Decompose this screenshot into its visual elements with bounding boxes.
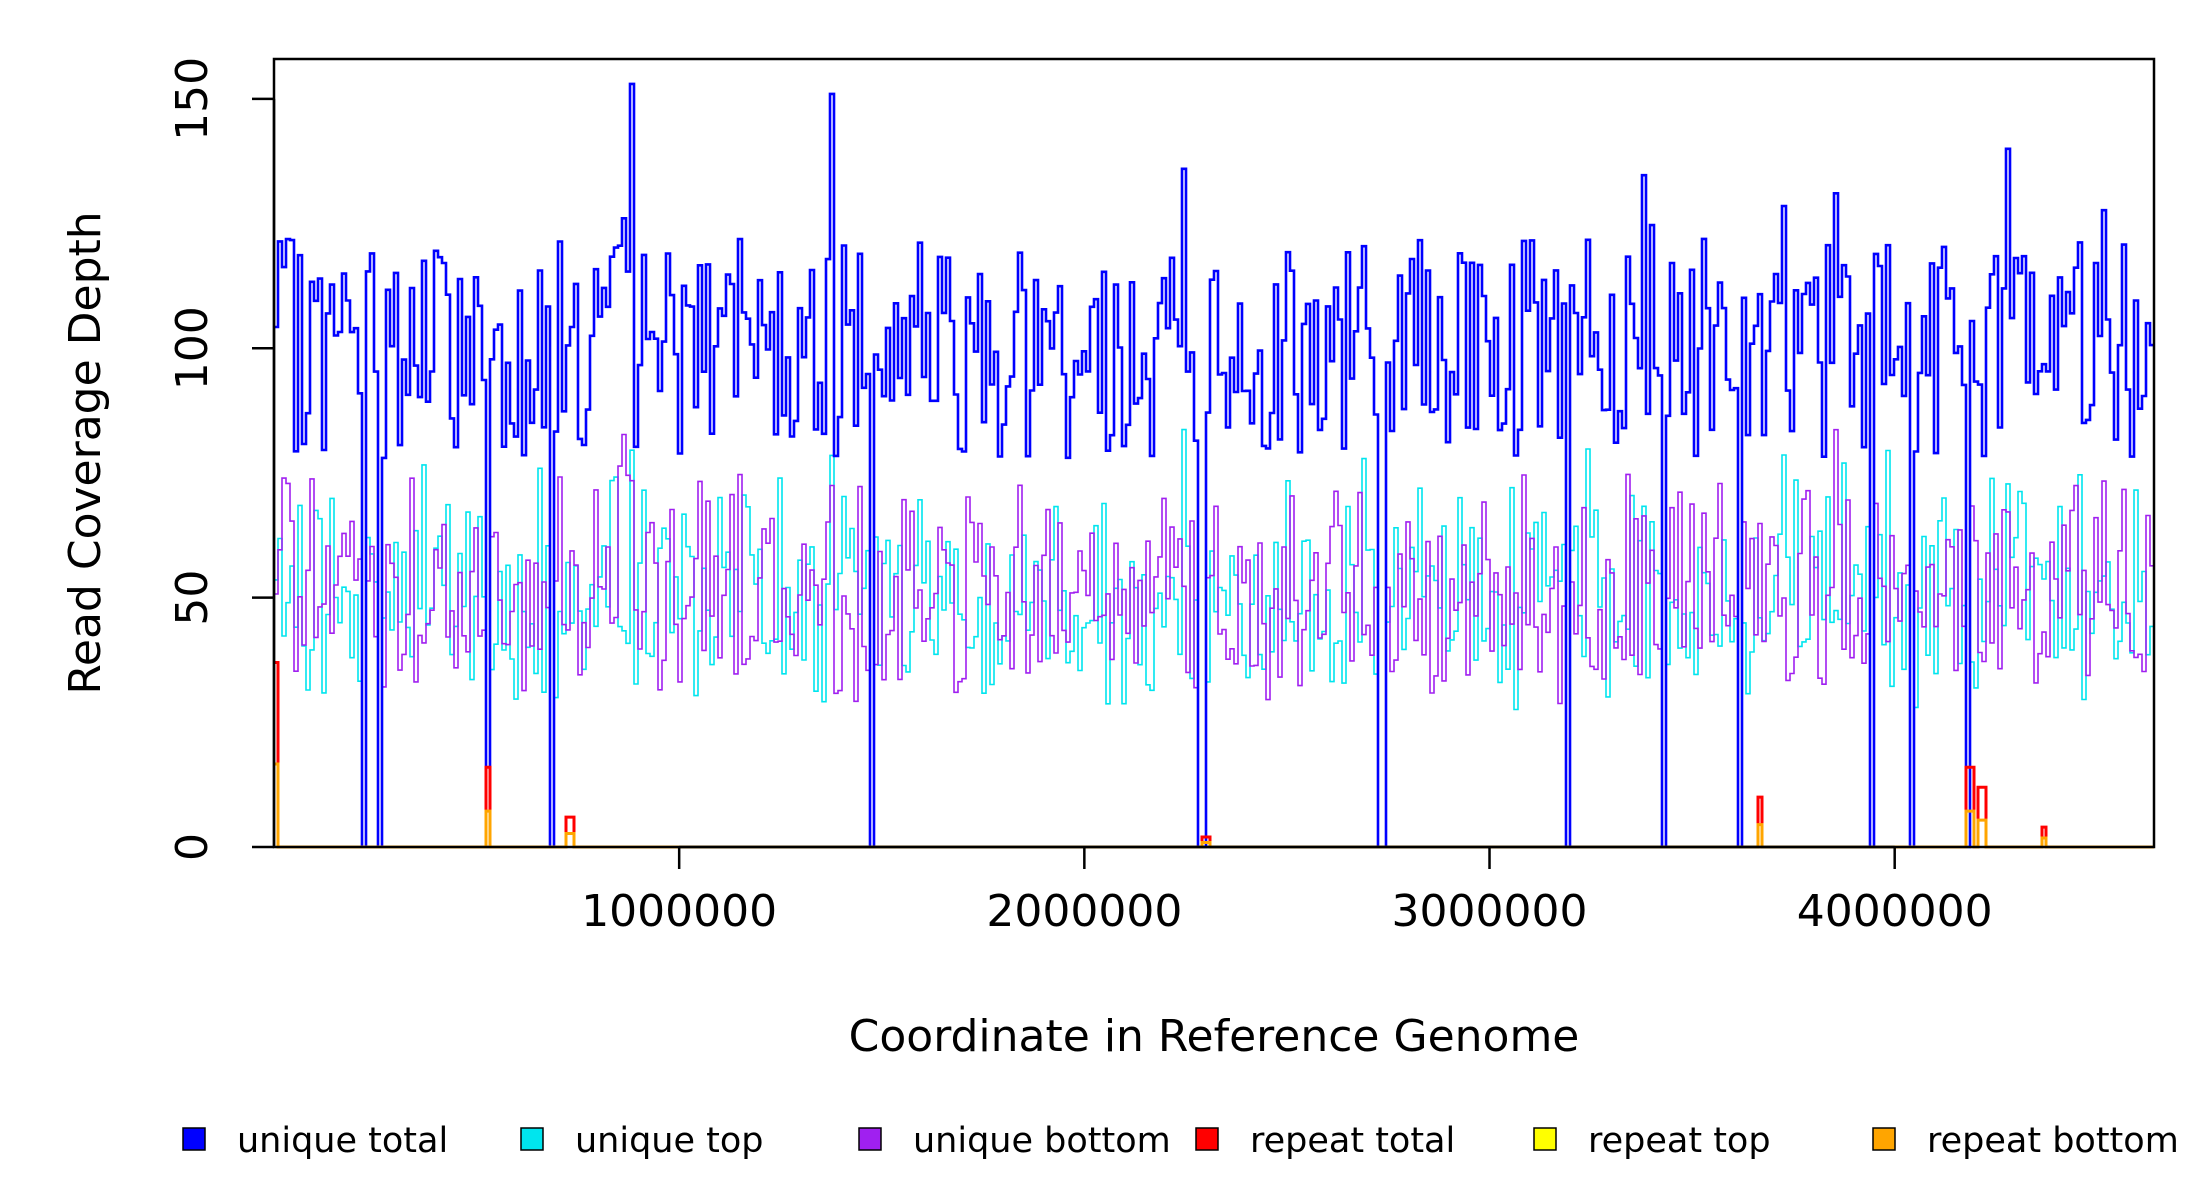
- x-tick-label: 3000000: [1392, 886, 1588, 937]
- legend-swatch-unique-total: [182, 1127, 206, 1151]
- legend-label-repeat-total: repeat total: [1250, 1121, 1455, 1161]
- x-axis-title: Coordinate in Reference Genome: [849, 1011, 1580, 1062]
- legend-swatch-unique-bottom: [858, 1127, 882, 1151]
- x-tick-label: 4000000: [1797, 886, 1993, 937]
- legend-swatch-repeat-bottom: [1872, 1127, 1896, 1151]
- y-axis-title: Read Coverage Depth: [60, 211, 111, 694]
- legend-swatch-unique-top: [520, 1127, 544, 1151]
- y-tick-label: 0: [167, 833, 218, 861]
- series-line-unique-total: [274, 82, 2154, 849]
- axes-layer: 1000000 2000000 3000000 4000000 0 50 100 150: [167, 57, 1993, 937]
- series-line-unique-bottom: [274, 428, 2154, 848]
- legend: unique total unique top unique bottom repea…: [182, 1121, 2179, 1161]
- y-tick-label: 50: [167, 570, 218, 626]
- x-tick-label: 1000000: [581, 886, 777, 937]
- y-tick-label: 100: [167, 306, 218, 390]
- legend-label-unique-total: unique total: [237, 1121, 448, 1161]
- y-tick-label: 150: [167, 57, 218, 141]
- legend-label-unique-bottom: unique bottom: [913, 1121, 1171, 1161]
- legend-swatch-repeat-top: [1533, 1127, 1557, 1151]
- x-tick-label: 2000000: [986, 886, 1182, 937]
- legend-label-unique-top: unique top: [575, 1121, 764, 1161]
- legend-label-repeat-bottom: repeat bottom: [1927, 1121, 2179, 1161]
- legend-swatch-repeat-total: [1195, 1127, 1219, 1151]
- legend-label-repeat-top: repeat top: [1588, 1121, 1771, 1161]
